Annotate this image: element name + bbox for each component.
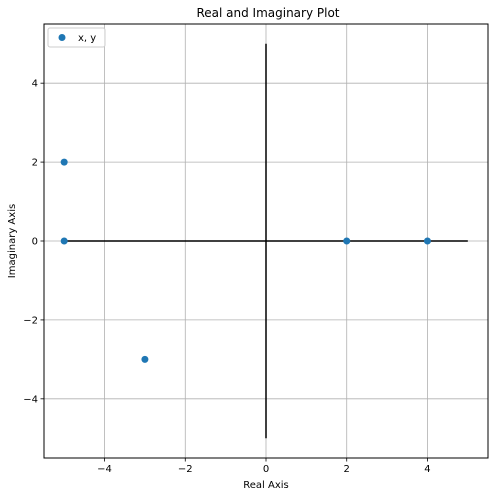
data-points [60, 158, 431, 363]
x-tick-label: −2 [178, 464, 193, 475]
y-tick-label: 0 [32, 237, 38, 248]
legend-label: x, y [78, 33, 96, 44]
x-tick-label: 4 [424, 464, 430, 475]
y-ticks: −4 −2 0 2 4 [23, 79, 44, 405]
x-tick-label: −4 [97, 464, 112, 475]
y-tick-label: −2 [23, 315, 38, 326]
reference-lines [64, 43, 468, 439]
y-tick-label: −4 [23, 394, 38, 405]
x-ticks: −4 −2 0 2 4 [97, 458, 431, 475]
legend: x, y [47, 27, 106, 48]
chart-title: Real and Imaginary Plot [196, 6, 339, 20]
x-tick-label: 0 [263, 464, 269, 475]
legend-marker [58, 34, 66, 41]
data-point [60, 237, 68, 245]
data-point [60, 158, 68, 166]
data-point [343, 237, 351, 245]
x-tick-label: 2 [344, 464, 350, 475]
y-tick-label: 2 [32, 158, 38, 169]
legend-box [47, 27, 106, 48]
y-tick-label: 4 [32, 79, 38, 90]
data-point [141, 355, 149, 363]
x-axis-label: Real Axis [243, 480, 288, 491]
data-point [423, 237, 431, 245]
y-axis-label: Imaginary Axis [7, 204, 18, 278]
